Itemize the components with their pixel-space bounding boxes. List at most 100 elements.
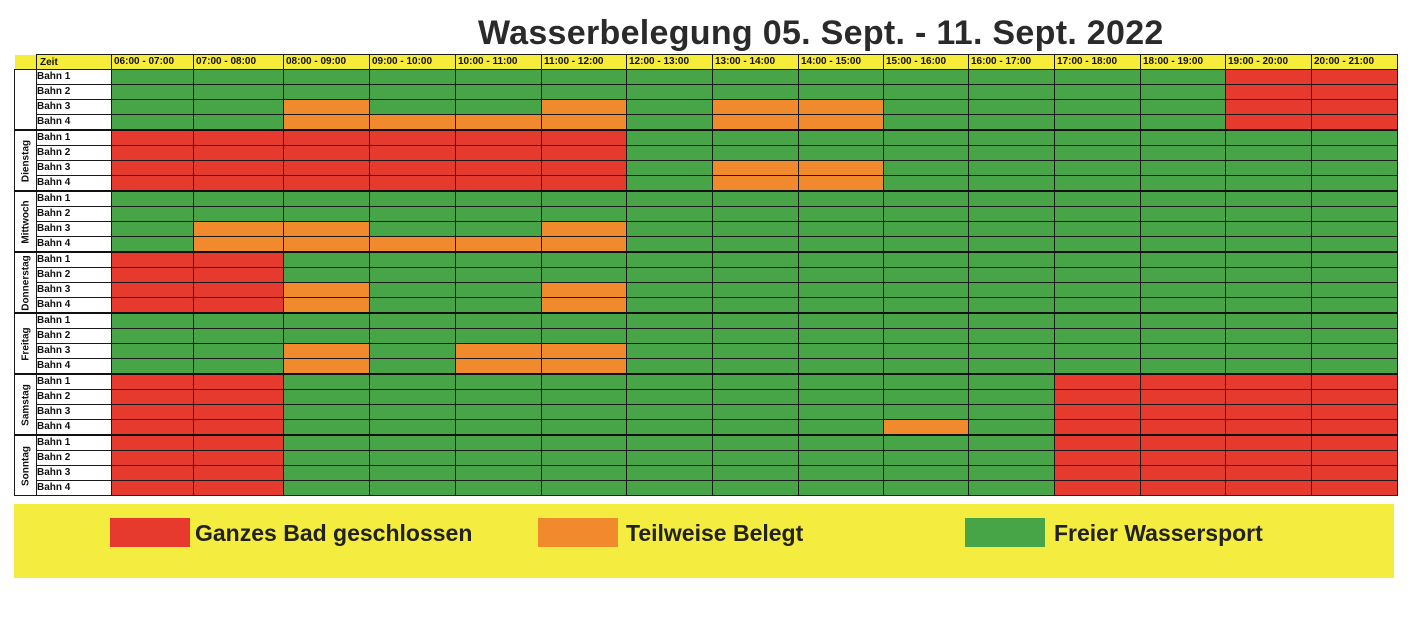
slot-cell [541, 251, 627, 268]
slot-cell [1311, 358, 1398, 375]
day-label-cell: Sonntag [14, 434, 37, 496]
slot-cell [798, 84, 884, 100]
slot-cell [283, 160, 370, 176]
slot-cell [626, 358, 713, 375]
schedule-table: Zeit 06:00 - 07:00 07:00 - 08:00 08:00 -… [14, 54, 1398, 496]
slot-cell [1311, 267, 1398, 283]
slot-cell [1140, 358, 1226, 375]
slot-cell [1054, 389, 1141, 405]
lane-row: Bahn 3 [15, 343, 1398, 359]
slot-cell [111, 373, 194, 390]
lane-label: Bahn 2 [36, 84, 112, 100]
slot-cell [1054, 404, 1141, 420]
slot-cell [111, 282, 194, 298]
slot-cell [283, 312, 370, 329]
slot-cell [968, 343, 1055, 359]
header-row: Zeit 06:00 - 07:00 07:00 - 08:00 08:00 -… [14, 54, 1398, 70]
slot-cell [369, 221, 456, 237]
slot-cell [283, 175, 370, 192]
slot-cell [883, 206, 969, 222]
slot-cell [626, 389, 713, 405]
time-header: 07:00 - 08:00 [193, 54, 284, 70]
slot-cell [1311, 480, 1398, 496]
slot-cell [1311, 343, 1398, 359]
slot-cell [193, 343, 284, 359]
slot-cell [798, 404, 884, 420]
slot-cell [111, 404, 194, 420]
slot-cell [193, 328, 284, 344]
slot-cell [968, 267, 1055, 283]
slot-cell [455, 389, 542, 405]
lane-label: Bahn 2 [36, 267, 112, 283]
slot-cell [193, 251, 284, 268]
slot-cell [283, 465, 370, 481]
slot-cell [1311, 328, 1398, 344]
lane-label: Bahn 1 [36, 434, 112, 451]
lane-row: Donnerstag Bahn 1 [14, 251, 1398, 314]
slot-cell [1054, 267, 1141, 283]
lane-row: Bahn 3 [15, 282, 1398, 298]
slot-cell [712, 129, 799, 146]
slot-cell [283, 434, 370, 451]
slot-cell [369, 114, 456, 131]
slot-cell [1225, 434, 1312, 451]
slot-cell [455, 99, 542, 115]
slot-cell [193, 99, 284, 115]
slot-cell [541, 84, 627, 100]
legend-free-label: Freier Wassersport [1054, 520, 1263, 546]
slot-cell [798, 434, 884, 451]
slot-cell [455, 282, 542, 298]
legend-closed-swatch [110, 518, 190, 547]
slot-cell [1140, 434, 1226, 451]
day-label: Sonntag [20, 445, 31, 486]
day-label-cell: Samstag [14, 373, 37, 436]
slot-cell [883, 236, 969, 253]
slot-cell [369, 206, 456, 222]
slot-cell [712, 358, 799, 375]
lane-label: Bahn 4 [36, 175, 112, 192]
slot-cell [1140, 419, 1226, 436]
slot-cell [1311, 236, 1398, 253]
slot-cell [968, 465, 1055, 481]
slot-cell [1225, 373, 1312, 390]
slot-cell [455, 190, 542, 207]
slot-cell [369, 236, 456, 253]
slot-cell [369, 145, 456, 161]
slot-cell [712, 84, 799, 100]
slot-cell [193, 190, 284, 207]
slot-cell [283, 328, 370, 344]
slot-cell [111, 129, 194, 146]
slot-cell [968, 160, 1055, 176]
slot-cell [1225, 328, 1312, 344]
slot-cell [1225, 84, 1312, 100]
slot-cell [1140, 465, 1226, 481]
slot-cell [193, 84, 284, 100]
slot-cell [111, 99, 194, 115]
schedule-sheet: Zeit 06:00 - 07:00 07:00 - 08:00 08:00 -… [14, 54, 1398, 578]
slot-cell [111, 114, 194, 131]
slot-cell [111, 328, 194, 344]
slot-cell [283, 129, 370, 146]
lane-label: Bahn 4 [36, 419, 112, 436]
slot-cell [1054, 190, 1141, 207]
slot-cell [1311, 160, 1398, 176]
slot-cell [798, 236, 884, 253]
day-label-cell: Mittwoch [14, 190, 37, 253]
slot-cell [283, 373, 370, 390]
lane-row: Bahn 4 [15, 297, 1398, 314]
slot-cell [883, 190, 969, 207]
slot-cell [1054, 251, 1141, 268]
time-header: 15:00 - 16:00 [883, 54, 969, 70]
slot-cell [193, 404, 284, 420]
day-label-cell: Dienstag [14, 129, 37, 192]
slot-cell [798, 465, 884, 481]
slot-cell [883, 114, 969, 131]
slot-cell [626, 373, 713, 390]
slot-cell [541, 434, 627, 451]
slot-cell [369, 373, 456, 390]
slot-cell [968, 358, 1055, 375]
lane-label: Bahn 3 [36, 282, 112, 298]
lane-row: Bahn 4 [15, 236, 1398, 253]
slot-cell [193, 221, 284, 237]
slot-cell [798, 480, 884, 496]
